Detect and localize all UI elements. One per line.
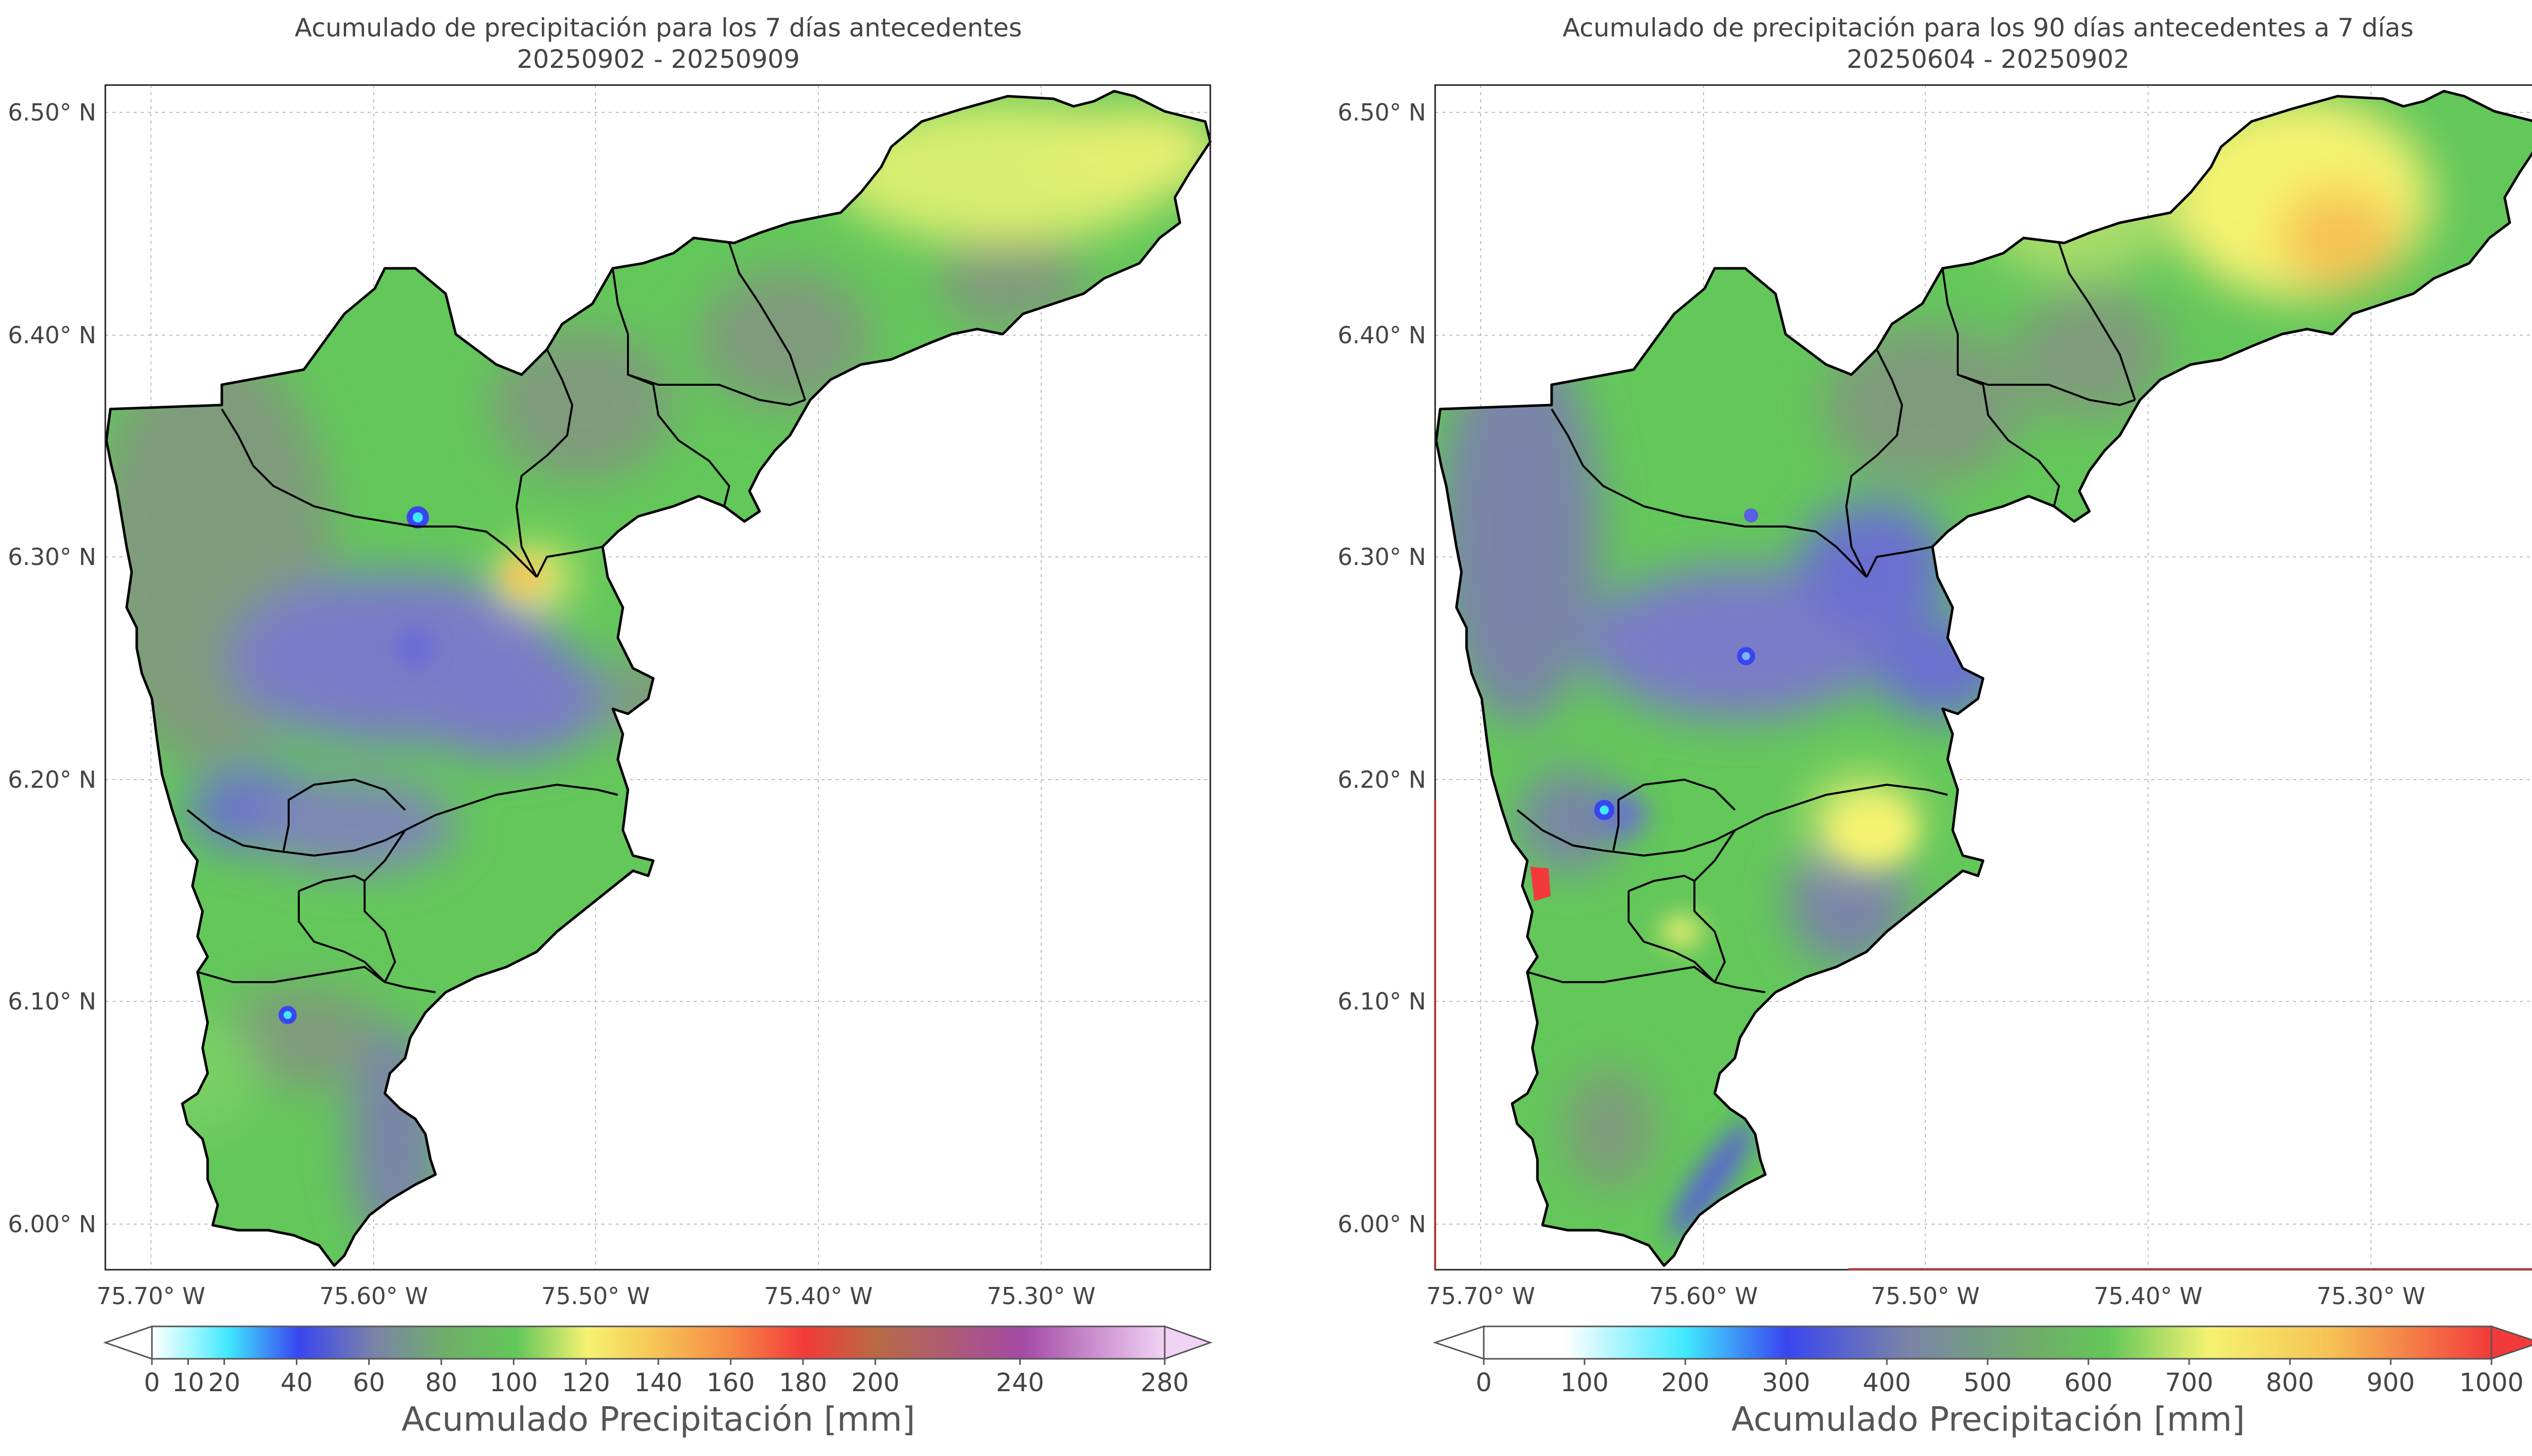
lon-tick: 75.40° W <box>2094 1282 2203 1310</box>
colorbar-extend-max <box>1164 1325 1213 1360</box>
sub-basin-boundary <box>221 408 538 578</box>
colorbar-tick-label: 900 <box>2366 1368 2415 1397</box>
colorbar-tick-label: 240 <box>996 1368 1044 1397</box>
lat-tick: 6.10° N <box>8 988 96 1015</box>
colorbar-tick-label: 140 <box>634 1368 682 1397</box>
lon-tick: 75.30° W <box>987 1282 1096 1310</box>
colorbar-tick-label: 100 <box>1560 1368 1608 1397</box>
colorbar-tick-label: 400 <box>1863 1368 1911 1397</box>
colorbar-tick-label: 200 <box>1661 1368 1709 1397</box>
map-panel-7-days: Acumulado de precipitación para los 7 dí… <box>8 13 1213 1439</box>
latitude-ticks: 6.50° N 6.40° N 6.30° N 6.20° N 6.10° N … <box>8 99 96 1238</box>
colorbar-extend-max <box>2490 1325 2532 1360</box>
colorbar-tick-label: 10 <box>172 1368 205 1397</box>
colorbar-label: Acumulado Precipitación [mm] <box>1731 1400 2245 1439</box>
colorbar-tick-label: 0 <box>1476 1368 1492 1397</box>
colorbar-tick-label: 1000 <box>2459 1368 2523 1397</box>
longitude-ticks: 75.70° W 75.60° W 75.50° W 75.40° W 75.3… <box>97 1282 1096 1310</box>
lon-tick: 75.60° W <box>320 1282 428 1310</box>
sub-basin-boundary <box>1612 779 1736 851</box>
sub-basin-boundary <box>283 779 406 851</box>
lon-tick: 75.50° W <box>1871 1282 1980 1310</box>
colorbar: 0 10 20 40 60 80 100 120 140 160 180 200 240 280 Acum… <box>103 1325 1213 1439</box>
colorbar-label: Acumulado Precipitación [mm] <box>402 1400 915 1439</box>
colorbar-tick-label: 120 <box>562 1368 610 1397</box>
colorbar-tick-label: 80 <box>425 1368 458 1397</box>
colorbar-tick-label: 600 <box>2064 1368 2112 1397</box>
colorbar: 0 100 200 300 400 500 600 700 800 900 1000 Acumula… <box>1433 1325 2532 1439</box>
sub-basin-boundary <box>536 546 603 578</box>
longitude-ticks: 75.70° W 75.60° W 75.50° W 75.40° W 75.3… <box>1427 1282 2426 1310</box>
lon-tick: 75.60° W <box>1649 1282 1758 1310</box>
colorbar-tick-label: 60 <box>353 1368 385 1397</box>
lat-tick: 6.30° N <box>8 543 96 571</box>
lat-tick: 6.20° N <box>1338 766 1426 793</box>
lat-tick: 6.40° N <box>8 321 96 349</box>
lat-tick: 6.20° N <box>8 766 96 793</box>
sub-basin-boundaries <box>186 242 806 993</box>
sub-basin-boundary <box>1551 408 1868 578</box>
lat-tick: 6.00° N <box>8 1210 96 1238</box>
colorbar-extend-min <box>103 1325 153 1360</box>
colorbar-tick-label: 200 <box>851 1368 899 1397</box>
basin-outline <box>1435 90 2532 1267</box>
lon-tick: 75.50° W <box>541 1282 650 1310</box>
lon-tick: 75.70° W <box>1427 1282 1535 1310</box>
colorbar-tick-label: 300 <box>1762 1368 1810 1397</box>
lon-tick: 75.30° W <box>2317 1282 2426 1310</box>
colorbar-tick-label: 700 <box>2165 1368 2213 1397</box>
colorbar-tick-label: 800 <box>2266 1368 2314 1397</box>
basin-outline <box>105 90 1212 1267</box>
sub-basin-boundary <box>197 966 436 993</box>
colorbar-tick-label: 180 <box>779 1368 827 1397</box>
sub-basin-boundary <box>516 349 573 578</box>
map-panel-90-days: Acumulado de precipitación para los 90 d… <box>1338 13 2532 1439</box>
lat-tick: 6.50° N <box>1338 99 1426 126</box>
colorbar-extend-min <box>1433 1325 1485 1360</box>
colorbar-tick-label: 160 <box>706 1368 755 1397</box>
sub-basin-boundary <box>1628 891 1716 983</box>
sub-basin-boundary <box>298 891 386 983</box>
sub-basin-boundaries <box>1516 242 2136 993</box>
colorbar-tick-label: 20 <box>208 1368 241 1397</box>
lon-tick: 75.70° W <box>97 1282 206 1310</box>
latitude-ticks: 6.50° N 6.40° N 6.30° N 6.20° N 6.10° N … <box>1338 99 1426 1238</box>
colorbar-tick-label: 280 <box>1140 1368 1189 1397</box>
sub-basin-boundary <box>1957 374 2135 406</box>
map-subtitle-dates: 20250902 - 20250909 <box>517 45 800 74</box>
lat-tick: 6.10° N <box>1338 988 1426 1015</box>
colorbar-gradient <box>1484 1326 2491 1359</box>
map-title: Acumulado de precipitación para los 7 dí… <box>295 13 1022 43</box>
colorbar-tick-label: 40 <box>281 1368 313 1397</box>
lon-tick: 75.40° W <box>764 1282 873 1310</box>
sub-basin-boundary <box>1693 829 1736 983</box>
lat-tick: 6.50° N <box>8 99 96 126</box>
colorbar-tick-label: 0 <box>144 1368 160 1397</box>
sub-basin-boundary <box>298 875 365 892</box>
lat-tick: 6.30° N <box>1338 543 1426 571</box>
map-title: Acumulado de precipitación para los 90 d… <box>1563 13 2414 43</box>
lat-tick: 6.00° N <box>1338 1210 1426 1238</box>
lat-tick: 6.40° N <box>1338 321 1426 349</box>
colorbar-tick-label: 100 <box>490 1368 538 1397</box>
sub-basin-boundary <box>1942 268 2060 507</box>
sub-basin-boundary <box>728 242 806 400</box>
sub-basin-boundary <box>1628 875 1695 892</box>
sub-basin-boundary <box>612 268 730 507</box>
map-subtitle-dates: 20250604 - 20250902 <box>1847 45 2130 74</box>
sub-basin-boundary <box>2058 242 2136 400</box>
sub-basin-boundary <box>364 829 406 983</box>
map-frame <box>104 84 1211 1271</box>
sub-basin-boundary <box>1866 546 1933 578</box>
sub-basin-boundary <box>627 374 806 406</box>
colorbar-tick-label: 500 <box>1963 1368 2011 1397</box>
sub-basin-boundary <box>1527 966 1766 993</box>
sub-basin-boundary <box>1845 349 1903 578</box>
colorbar-gradient <box>152 1326 1165 1359</box>
